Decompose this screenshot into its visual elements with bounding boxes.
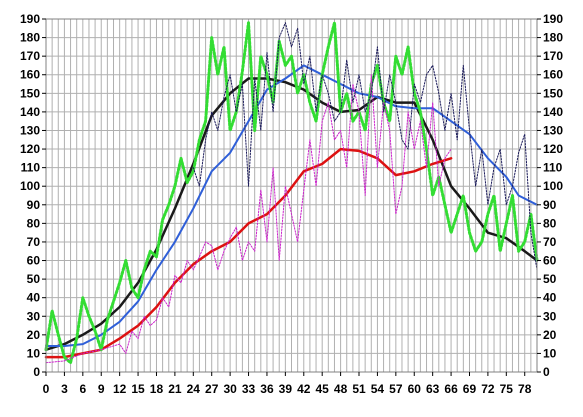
x-tick-label: 21 bbox=[168, 382, 182, 396]
y-tick-label-right: 70 bbox=[543, 235, 557, 249]
y-tick-label: 140 bbox=[20, 105, 40, 119]
x-tick-label: 6 bbox=[79, 382, 86, 396]
x-tick-label: 30 bbox=[223, 382, 237, 396]
x-tick-label: 63 bbox=[426, 382, 440, 396]
y-tick-label-right: 0 bbox=[543, 365, 550, 379]
y-tick-label: 20 bbox=[27, 328, 41, 342]
x-tick-label: 54 bbox=[371, 382, 385, 396]
x-tick-label: 51 bbox=[352, 382, 366, 396]
y-tick-label: 80 bbox=[27, 216, 41, 230]
x-tick-label: 48 bbox=[334, 382, 348, 396]
y-tick-label-right: 90 bbox=[543, 198, 557, 212]
y-tick-label-right: 60 bbox=[543, 254, 557, 268]
y-tick-label: 40 bbox=[27, 291, 41, 305]
y-tick-label-right: 100 bbox=[543, 179, 563, 193]
series-line-1 bbox=[44, 77, 539, 351]
y-tick-label: 50 bbox=[27, 272, 41, 286]
x-tick-label: 39 bbox=[279, 382, 293, 396]
series-line-6 bbox=[192, 22, 538, 271]
y-tick-label-right: 40 bbox=[543, 291, 557, 305]
x-tick-label: 12 bbox=[113, 382, 127, 396]
y-tick-label-right: 160 bbox=[543, 68, 563, 82]
y-tick-label-right: 170 bbox=[543, 49, 563, 63]
y-tick-label-right: 110 bbox=[543, 161, 563, 175]
x-tick-label: 15 bbox=[131, 382, 145, 396]
x-tick-label: 33 bbox=[242, 382, 256, 396]
plot-frame bbox=[45, 18, 538, 373]
x-tick-label: 24 bbox=[187, 382, 201, 396]
y-tick-label-right: 20 bbox=[543, 328, 557, 342]
y-tick-label: 30 bbox=[27, 309, 41, 323]
y-tick-label: 130 bbox=[20, 123, 40, 137]
y-tick-label: 10 bbox=[27, 346, 41, 360]
series-line-5 bbox=[45, 74, 452, 364]
y-tick-label: 170 bbox=[20, 49, 40, 63]
y-tick-label: 100 bbox=[20, 179, 40, 193]
y-tick-label-right: 150 bbox=[543, 86, 563, 100]
y-tick-label: 120 bbox=[20, 142, 40, 156]
x-tick-label: 66 bbox=[444, 382, 458, 396]
y-tick-label-right: 30 bbox=[543, 309, 557, 323]
chart-axes bbox=[42, 18, 541, 376]
y-tick-label-right: 140 bbox=[543, 105, 563, 119]
x-tick-label: 69 bbox=[463, 382, 477, 396]
y-tick-label-right: 50 bbox=[543, 272, 557, 286]
y-tick-label-right: 190 bbox=[543, 12, 563, 26]
x-tick-label: 45 bbox=[316, 382, 330, 396]
y-tick-label: 150 bbox=[20, 86, 40, 100]
x-tick-label: 0 bbox=[43, 382, 50, 396]
y-tick-label: 0 bbox=[33, 365, 40, 379]
x-tick-label: 18 bbox=[150, 382, 164, 396]
y-tick-label: 70 bbox=[27, 235, 41, 249]
x-tick-label: 78 bbox=[518, 382, 532, 396]
chart-series bbox=[44, 21, 539, 365]
y-tick-label: 60 bbox=[27, 254, 41, 268]
y-tick-label: 180 bbox=[20, 31, 40, 45]
y-tick-label: 90 bbox=[27, 198, 41, 212]
y-tick-label-right: 120 bbox=[543, 142, 563, 156]
x-tick-label: 3 bbox=[61, 382, 68, 396]
series-line-3 bbox=[44, 147, 453, 359]
x-tick-label: 60 bbox=[408, 382, 422, 396]
x-tick-label: 27 bbox=[205, 382, 219, 396]
series-line-4 bbox=[44, 21, 539, 365]
y-tick-label-right: 180 bbox=[543, 31, 563, 45]
x-tick-label: 75 bbox=[500, 382, 514, 396]
y-tick-label: 190 bbox=[20, 12, 40, 26]
y-tick-label-right: 130 bbox=[543, 123, 563, 137]
x-tick-label: 57 bbox=[389, 382, 403, 396]
y-tick-label-right: 10 bbox=[543, 346, 557, 360]
x-tick-label: 36 bbox=[260, 382, 274, 396]
x-tick-label: 42 bbox=[297, 382, 311, 396]
x-tick-label: 9 bbox=[98, 382, 105, 396]
y-tick-label: 160 bbox=[20, 68, 40, 82]
x-tick-label: 72 bbox=[481, 382, 495, 396]
y-tick-label: 110 bbox=[21, 161, 41, 175]
y-tick-label-right: 80 bbox=[543, 216, 557, 230]
